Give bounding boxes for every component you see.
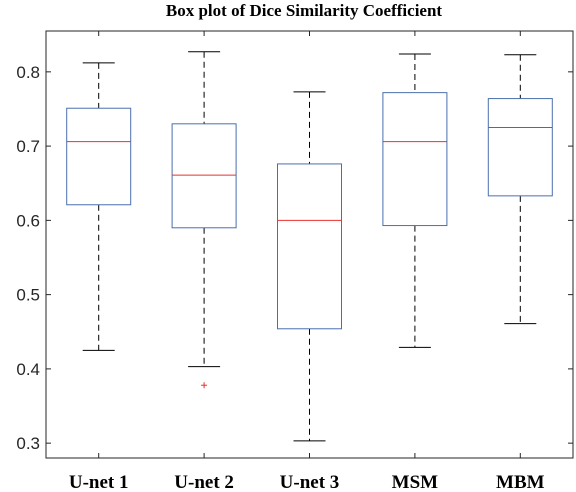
y-tick-label: 0.4: [16, 360, 40, 379]
iqr-box: [277, 163, 342, 330]
x-tick-label: U-net 3: [280, 472, 340, 492]
y-tick-label: 0.6: [16, 211, 40, 230]
y-tick-label: 0.3: [16, 434, 40, 453]
x-axis: U-net 1 U-net 2 U-net 3 MSM MBM: [69, 31, 545, 492]
x-tick-label: MBM: [496, 472, 545, 492]
x-tick-label: U-net 1: [69, 472, 129, 492]
outlier-point: [201, 382, 208, 389]
box-group: [277, 91, 342, 442]
box-group: [171, 51, 237, 389]
iqr-box: [382, 92, 448, 227]
iqr-box: [487, 98, 553, 197]
x-tick-label: U-net 2: [174, 472, 234, 492]
box-group: [487, 54, 553, 325]
box-group: [66, 62, 132, 351]
box-group: [382, 53, 448, 348]
iqr-box: [171, 123, 237, 229]
plot-marks: [66, 51, 553, 442]
y-tick-label: 0.5: [16, 286, 40, 305]
y-axis: 0.3 0.4 0.5 0.6 0.7 0.8: [16, 63, 573, 453]
x-tick-label: MSM: [392, 472, 439, 492]
y-tick-label: 0.8: [16, 63, 40, 82]
y-tick-label: 0.7: [16, 137, 40, 156]
iqr-box: [66, 107, 132, 206]
chart-title: Box plot of Dice Similarity Coefficient: [166, 1, 443, 20]
